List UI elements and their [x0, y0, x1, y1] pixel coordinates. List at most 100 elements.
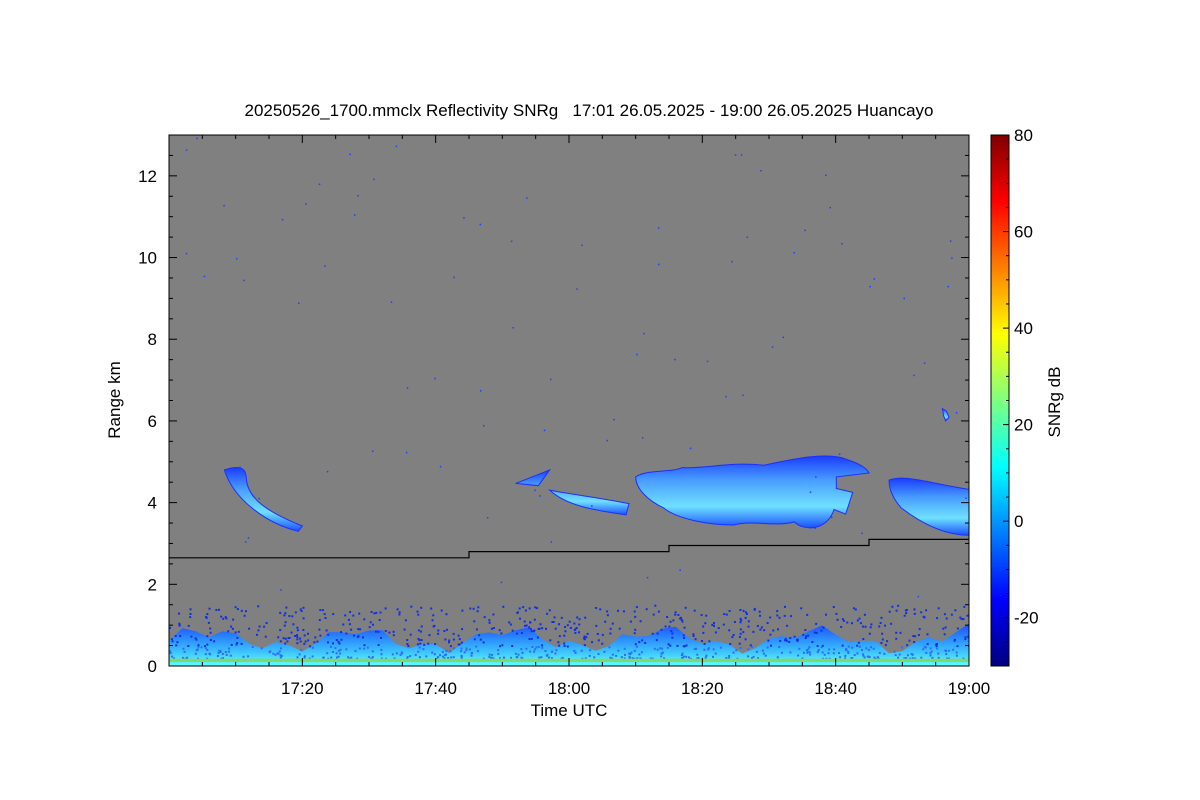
noise-speck	[717, 627, 720, 630]
noise-speck	[475, 645, 478, 648]
noise-speck	[350, 628, 353, 631]
noise-speck	[173, 657, 175, 660]
noise-speck	[714, 652, 717, 655]
noise-speck	[593, 656, 596, 659]
noise-speck	[488, 653, 491, 656]
noise-speck	[634, 628, 637, 631]
noise-speck	[596, 633, 599, 635]
noise-speck	[222, 617, 225, 620]
noise-speck	[204, 653, 207, 656]
noise-speck	[443, 630, 446, 632]
noise-speck	[283, 624, 286, 627]
noise-speck	[550, 657, 553, 660]
noise-speck	[366, 646, 369, 649]
noise-speck	[404, 619, 407, 622]
noise-speck	[784, 639, 787, 642]
noise-speck	[380, 636, 382, 639]
noise-speck	[318, 628, 321, 631]
noise-speck	[528, 607, 531, 610]
noise-speck	[171, 640, 174, 643]
noise-speck	[925, 651, 928, 654]
noise-speck	[371, 656, 374, 659]
noise-speck	[667, 643, 670, 646]
noise-speck	[302, 606, 305, 609]
noise-speck	[530, 630, 533, 633]
noise-speck	[479, 223, 481, 226]
noise-speck	[524, 609, 527, 612]
noise-speck	[838, 652, 840, 654]
noise-speck	[169, 626, 171, 629]
noise-speck	[685, 644, 688, 647]
noise-speck	[463, 217, 465, 219]
noise-speck	[886, 640, 889, 643]
noise-speck	[708, 647, 710, 650]
noise-speck	[244, 541, 247, 543]
noise-speck	[287, 637, 290, 639]
noise-speck	[234, 606, 237, 609]
noise-speck	[326, 470, 329, 473]
noise-speck	[503, 657, 506, 659]
noise-speck	[369, 621, 372, 624]
noise-speck	[576, 288, 578, 290]
noise-speck	[452, 638, 455, 641]
noise-speck	[611, 653, 614, 656]
noise-speck	[711, 623, 714, 626]
y-tick-label: 8	[148, 330, 157, 349]
noise-speck	[225, 617, 228, 620]
noise-speck	[652, 613, 655, 616]
noise-speck	[418, 656, 421, 659]
noise-speck	[601, 642, 604, 645]
noise-speck	[452, 656, 455, 659]
noise-speck	[740, 154, 743, 156]
noise-speck	[200, 646, 203, 649]
noise-speck	[296, 629, 299, 632]
noise-speck	[578, 623, 581, 626]
x-tick-label: 18:20	[681, 679, 724, 698]
noise-speck	[943, 613, 946, 616]
noise-speck	[406, 639, 409, 641]
noise-speck	[228, 647, 230, 650]
noise-speck	[370, 611, 373, 613]
noise-speck	[854, 608, 857, 611]
noise-speck	[893, 650, 896, 653]
noise-speck	[883, 652, 886, 655]
noise-speck	[430, 607, 433, 610]
noise-speck	[679, 569, 681, 571]
noise-speck	[917, 634, 920, 636]
noise-speck	[525, 647, 528, 650]
noise-speck	[359, 628, 362, 631]
noise-speck	[461, 628, 464, 631]
noise-speck	[692, 635, 695, 637]
noise-speck	[240, 609, 243, 612]
noise-speck	[914, 635, 917, 638]
noise-speck	[227, 630, 230, 633]
noise-speck	[742, 394, 744, 397]
noise-speck	[633, 649, 636, 652]
noise-speck	[847, 651, 850, 654]
noise-speck	[554, 627, 557, 630]
noise-speck	[923, 362, 926, 364]
noise-speck	[224, 616, 227, 619]
noise-speck	[294, 635, 297, 637]
colorbar-tick-label: -20	[1014, 609, 1039, 628]
noise-speck	[269, 650, 272, 653]
noise-speck	[901, 646, 904, 649]
noise-speck	[406, 387, 409, 389]
noise-speck	[756, 625, 759, 627]
noise-speck	[796, 638, 799, 641]
noise-speck	[766, 646, 769, 649]
noise-speck	[440, 609, 443, 612]
noise-speck	[223, 204, 225, 207]
noise-speck	[363, 644, 366, 647]
noise-speck	[185, 149, 188, 151]
noise-speck	[372, 623, 374, 626]
noise-speck	[844, 657, 847, 660]
noise-speck	[713, 622, 715, 625]
noise-speck	[809, 491, 812, 493]
noise-speck	[926, 643, 929, 646]
noise-speck	[332, 651, 334, 653]
noise-speck	[638, 653, 641, 656]
noise-speck	[318, 619, 321, 621]
noise-speck	[573, 622, 576, 625]
noise-speck	[558, 635, 561, 638]
